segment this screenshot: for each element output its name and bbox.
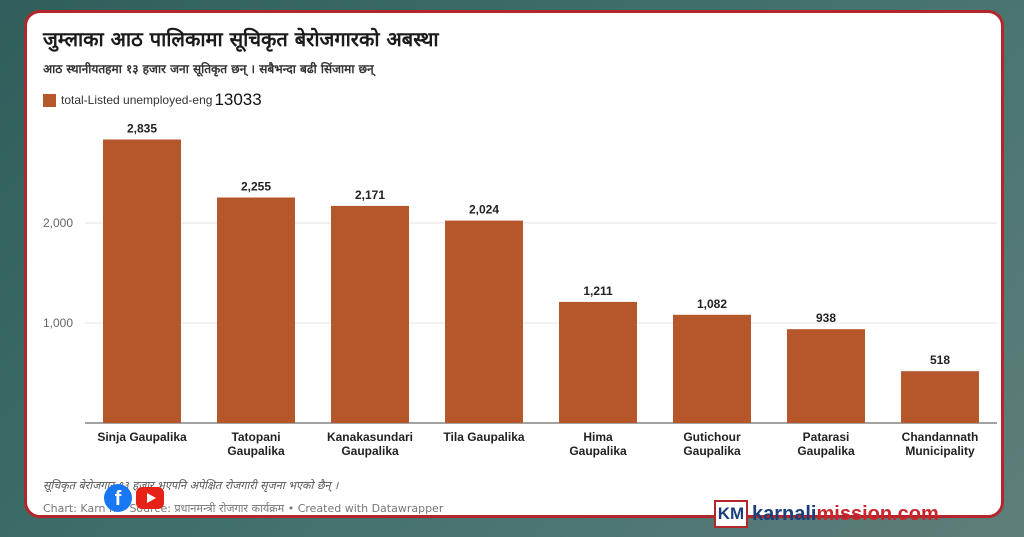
bar-0 xyxy=(103,139,181,423)
brand-name-part2: mission.com xyxy=(816,502,939,525)
legend-label: total-Listed unemployed-eng xyxy=(61,93,213,107)
chart-note: सूचिकृत बेरोजगार १३ हजार भएपनि अपेक्षित … xyxy=(43,479,339,492)
bar-7 xyxy=(901,371,979,423)
bar-value-label: 2,171 xyxy=(355,188,385,202)
x-tick-label: Kanakasundari Gaupalika xyxy=(327,430,413,458)
x-tick-label: Chandannath Municipality xyxy=(902,430,979,458)
bar-3 xyxy=(445,220,523,423)
bar-2 xyxy=(331,205,409,423)
x-tick-label: Gutichour Gaupalika xyxy=(683,430,741,458)
y-tick-label: 2,000 xyxy=(43,216,73,230)
bar-6 xyxy=(787,329,865,423)
facebook-icon[interactable]: f xyxy=(104,484,132,512)
chart-card: जुम्लाका आठ पालिकामा सूचिकृत बेरोजगारको … xyxy=(24,10,1004,518)
y-tick-label: 1,000 xyxy=(43,316,73,330)
bar-value-label: 2,024 xyxy=(469,203,499,217)
km-logo-icon: KM xyxy=(714,500,748,528)
bar-value-label: 1,082 xyxy=(697,297,727,311)
bar-1 xyxy=(217,197,295,423)
bar-value-label: 518 xyxy=(930,353,950,367)
bar-value-label: 938 xyxy=(816,311,836,325)
bar-value-label: 2,835 xyxy=(127,122,157,136)
chart-credit: Chart: Karn n • Source: प्रधानमन्त्री रो… xyxy=(43,502,444,515)
brand-name-part1: karnali xyxy=(752,502,817,525)
x-tick-label: Tila Gaupalika xyxy=(443,430,524,444)
bar-5 xyxy=(673,314,751,423)
legend-total: 13033 xyxy=(214,90,262,109)
bar-chart: 1,000 2,000 2,835 Sinja Gaupalika 2,255 Tatop… xyxy=(43,122,997,458)
brand-name: karnalimission.com xyxy=(752,503,939,526)
bar-value-label: 1,211 xyxy=(583,284,613,298)
x-tick-label: Sinja Gaupalika xyxy=(97,430,187,444)
chart-subtitle: आठ स्थानीयतहमा १३ हजार जना सूतिकृत छन् ।… xyxy=(43,62,374,76)
bar-value-label: 2,255 xyxy=(241,180,271,194)
bar-4 xyxy=(559,301,637,423)
legend: total-Listed unemployed-eng 13033 xyxy=(43,90,262,110)
x-tick-label: Hima Gaupalika xyxy=(569,430,627,458)
chart-title: जुम्लाका आठ पालिकामा सूचिकृत बेरोजगारको … xyxy=(43,27,439,51)
legend-swatch xyxy=(43,93,56,107)
x-tick-label: Tatopani Gaupalika xyxy=(227,430,285,458)
x-tick-label: Patarasi Gaupalika xyxy=(797,430,855,458)
youtube-icon[interactable] xyxy=(136,487,164,509)
brand-logo: KM karnalimission.com xyxy=(714,498,1014,530)
